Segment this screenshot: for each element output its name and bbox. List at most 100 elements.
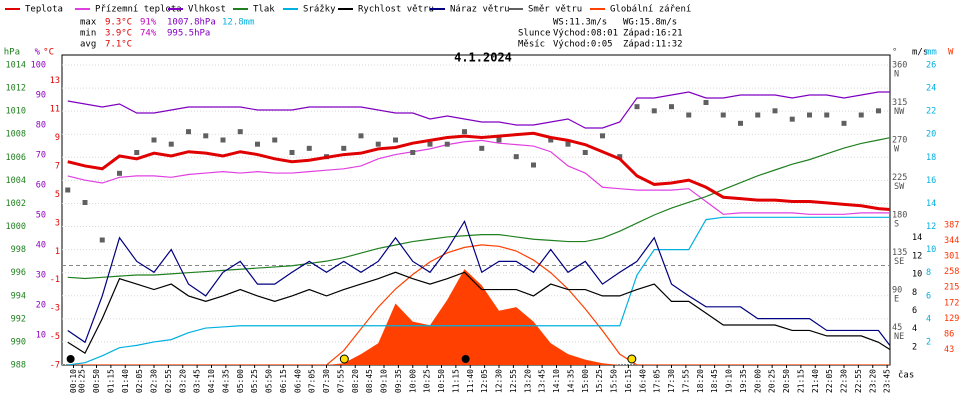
legend-label: Náraz větru	[450, 5, 510, 15]
y-tick-label: 16	[926, 176, 936, 186]
stat-value: 7.1°C	[105, 40, 132, 50]
axis-unit: m/s	[912, 48, 928, 58]
direction-point	[427, 141, 433, 147]
y-tick-label: 1010	[6, 107, 26, 117]
direction-point	[151, 137, 157, 143]
direction-letter: S	[894, 220, 899, 230]
x-tick-label: 07:30	[322, 369, 331, 393]
y-tick-label: 10	[926, 245, 936, 255]
y-tick-label: 3	[55, 218, 60, 228]
x-tick-label: 10:50	[437, 369, 446, 393]
sun-marker	[627, 354, 637, 364]
direction-point	[186, 129, 191, 135]
y-tick-label: 258	[944, 267, 959, 277]
direction-point	[651, 108, 657, 114]
plot-area	[62, 64, 890, 365]
y-tick-label: 45	[892, 323, 902, 333]
y-tick-label: 1014	[6, 61, 26, 71]
y-tick-label: 180	[892, 211, 907, 221]
direction-point	[531, 162, 536, 168]
y-tick-label: 344	[944, 236, 959, 246]
x-tick-label: 10:00	[408, 369, 417, 393]
y-tick-label: 30	[36, 271, 46, 281]
direction-point	[789, 116, 795, 122]
y-tick-label: 301	[944, 252, 959, 262]
y-tick-label: 11	[50, 105, 60, 115]
x-tick-label: 14:35	[566, 369, 575, 393]
legend-label: Globální záření	[610, 5, 691, 15]
legend-label: Rychlost větru	[358, 5, 434, 15]
y-tick-label: 1006	[6, 153, 26, 163]
x-tick-label: 17:55	[681, 369, 690, 393]
y-tick-label: 988	[11, 361, 26, 371]
y-tick-label: 225	[892, 173, 907, 183]
y-tick-label: 80	[36, 121, 46, 131]
x-tick-label: 18:20	[696, 369, 705, 393]
axis-unit: °	[892, 48, 897, 58]
x-tick-label: 16:40	[638, 369, 647, 393]
x-tick-label: 02:30	[150, 369, 159, 393]
y-tick-label: 992	[11, 314, 26, 324]
y-tick-label: 14	[926, 199, 936, 209]
x-tick-label: 08:45	[365, 369, 374, 393]
direction-point	[220, 137, 226, 143]
x-tick-label: 11:15	[451, 369, 460, 393]
y-tick-label: 1002	[6, 199, 26, 209]
direction-letter: N	[894, 70, 899, 80]
direction-letter: E	[894, 295, 899, 305]
x-tick-label: 15:50	[610, 369, 619, 393]
x-tick-label: 12:55	[509, 369, 518, 393]
x-tick-label: 00:25	[78, 369, 87, 393]
y-tick-label: 2	[912, 342, 917, 352]
x-tick-label: 12:05	[480, 369, 489, 393]
y-tick-label: 10	[912, 270, 922, 280]
x-tick-label: 22:55	[854, 369, 863, 393]
y-tick-label: 129	[944, 314, 959, 324]
y-tick-label: -1	[50, 275, 60, 285]
stat-value: 74%	[140, 29, 157, 39]
y-tick-label: 18	[926, 153, 936, 163]
x-tick-label: 21:15	[796, 369, 805, 393]
direction-point	[841, 120, 847, 126]
y-tick-label: 86	[944, 329, 954, 339]
direction-point	[462, 129, 467, 135]
x-tick-label: 14:10	[552, 369, 561, 393]
direction-point	[824, 112, 830, 118]
series-line	[67, 216, 890, 365]
series-line	[67, 244, 890, 365]
x-tick-label: 20:00	[753, 369, 762, 393]
x-tick-label: 06:40	[293, 369, 302, 393]
y-tick-label: 90	[36, 91, 46, 101]
x-tick-label: 23:20	[868, 369, 877, 393]
x-tick-label: 04:35	[221, 369, 230, 393]
x-tick-label: 17:05	[653, 369, 662, 393]
info-text: Východ:0:05	[553, 40, 613, 50]
x-axis-label: čas	[898, 370, 914, 381]
info-text: Západ:16:21	[623, 29, 683, 39]
direction-letter: SE	[894, 257, 904, 267]
x-tick-label: 00:10	[69, 369, 78, 393]
x-tick-label: 20:50	[782, 369, 791, 393]
x-tick-label: 05:50	[265, 369, 274, 393]
x-tick-label: 17:30	[667, 369, 676, 393]
x-tick-label: 01:40	[121, 369, 130, 393]
y-tick-label: 4	[912, 324, 917, 334]
direction-point	[272, 137, 278, 143]
stat-value: 91%	[140, 18, 157, 28]
sun-marker	[339, 354, 349, 364]
x-tick-label: 01:15	[106, 369, 115, 393]
x-tick-label: 02:05	[135, 369, 144, 393]
axis-unit: hPa	[4, 48, 20, 58]
y-tick-label: 998	[11, 245, 26, 255]
x-tick-label: 04:10	[207, 369, 216, 393]
y-tick-label: -7	[50, 361, 60, 371]
y-tick-label: -3	[50, 304, 60, 314]
chart-title: 4.1.2024	[454, 51, 512, 65]
x-tick-label: 08:20	[351, 369, 360, 393]
direction-point	[168, 141, 174, 147]
stat-value: 12.8mm	[222, 18, 255, 28]
stat-value: 3.9°C	[105, 29, 132, 39]
direction-point	[393, 137, 398, 143]
direction-letter: NW	[894, 107, 905, 117]
